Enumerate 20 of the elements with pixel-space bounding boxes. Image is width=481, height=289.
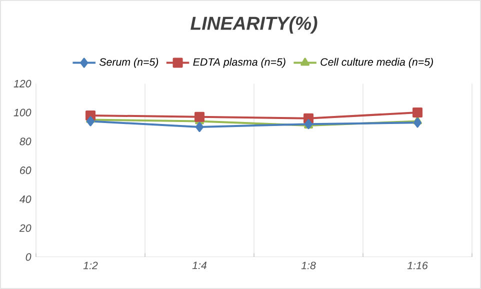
y-tick-label: 40 — [19, 195, 32, 203]
y-tick-label: 120 — [14, 80, 32, 88]
point — [86, 116, 94, 126]
y-tick-label: 100 — [14, 108, 32, 116]
point — [194, 112, 204, 122]
point — [414, 118, 422, 128]
y-tick-label: 60 — [20, 166, 32, 174]
x-tick-label: 1:2 — [83, 262, 98, 270]
x-tick-label: 1:4 — [192, 262, 207, 270]
legend-label: EDTA plasma (n=5) — [193, 58, 286, 68]
chart-title: LINEARITY(%) — [190, 16, 318, 34]
y-tick-label: 80 — [20, 138, 32, 146]
x-tick-label: 1:8 — [301, 262, 316, 270]
y-tick-label: 20 — [19, 224, 32, 232]
point — [412, 108, 423, 118]
x-tick-label: 1:16 — [407, 262, 428, 270]
legend-label: Cell culture media (n=5) — [320, 58, 433, 68]
y-tick-label: 0 — [26, 253, 32, 261]
point — [196, 122, 204, 132]
legend-label: Serum (n=5) — [99, 58, 158, 68]
